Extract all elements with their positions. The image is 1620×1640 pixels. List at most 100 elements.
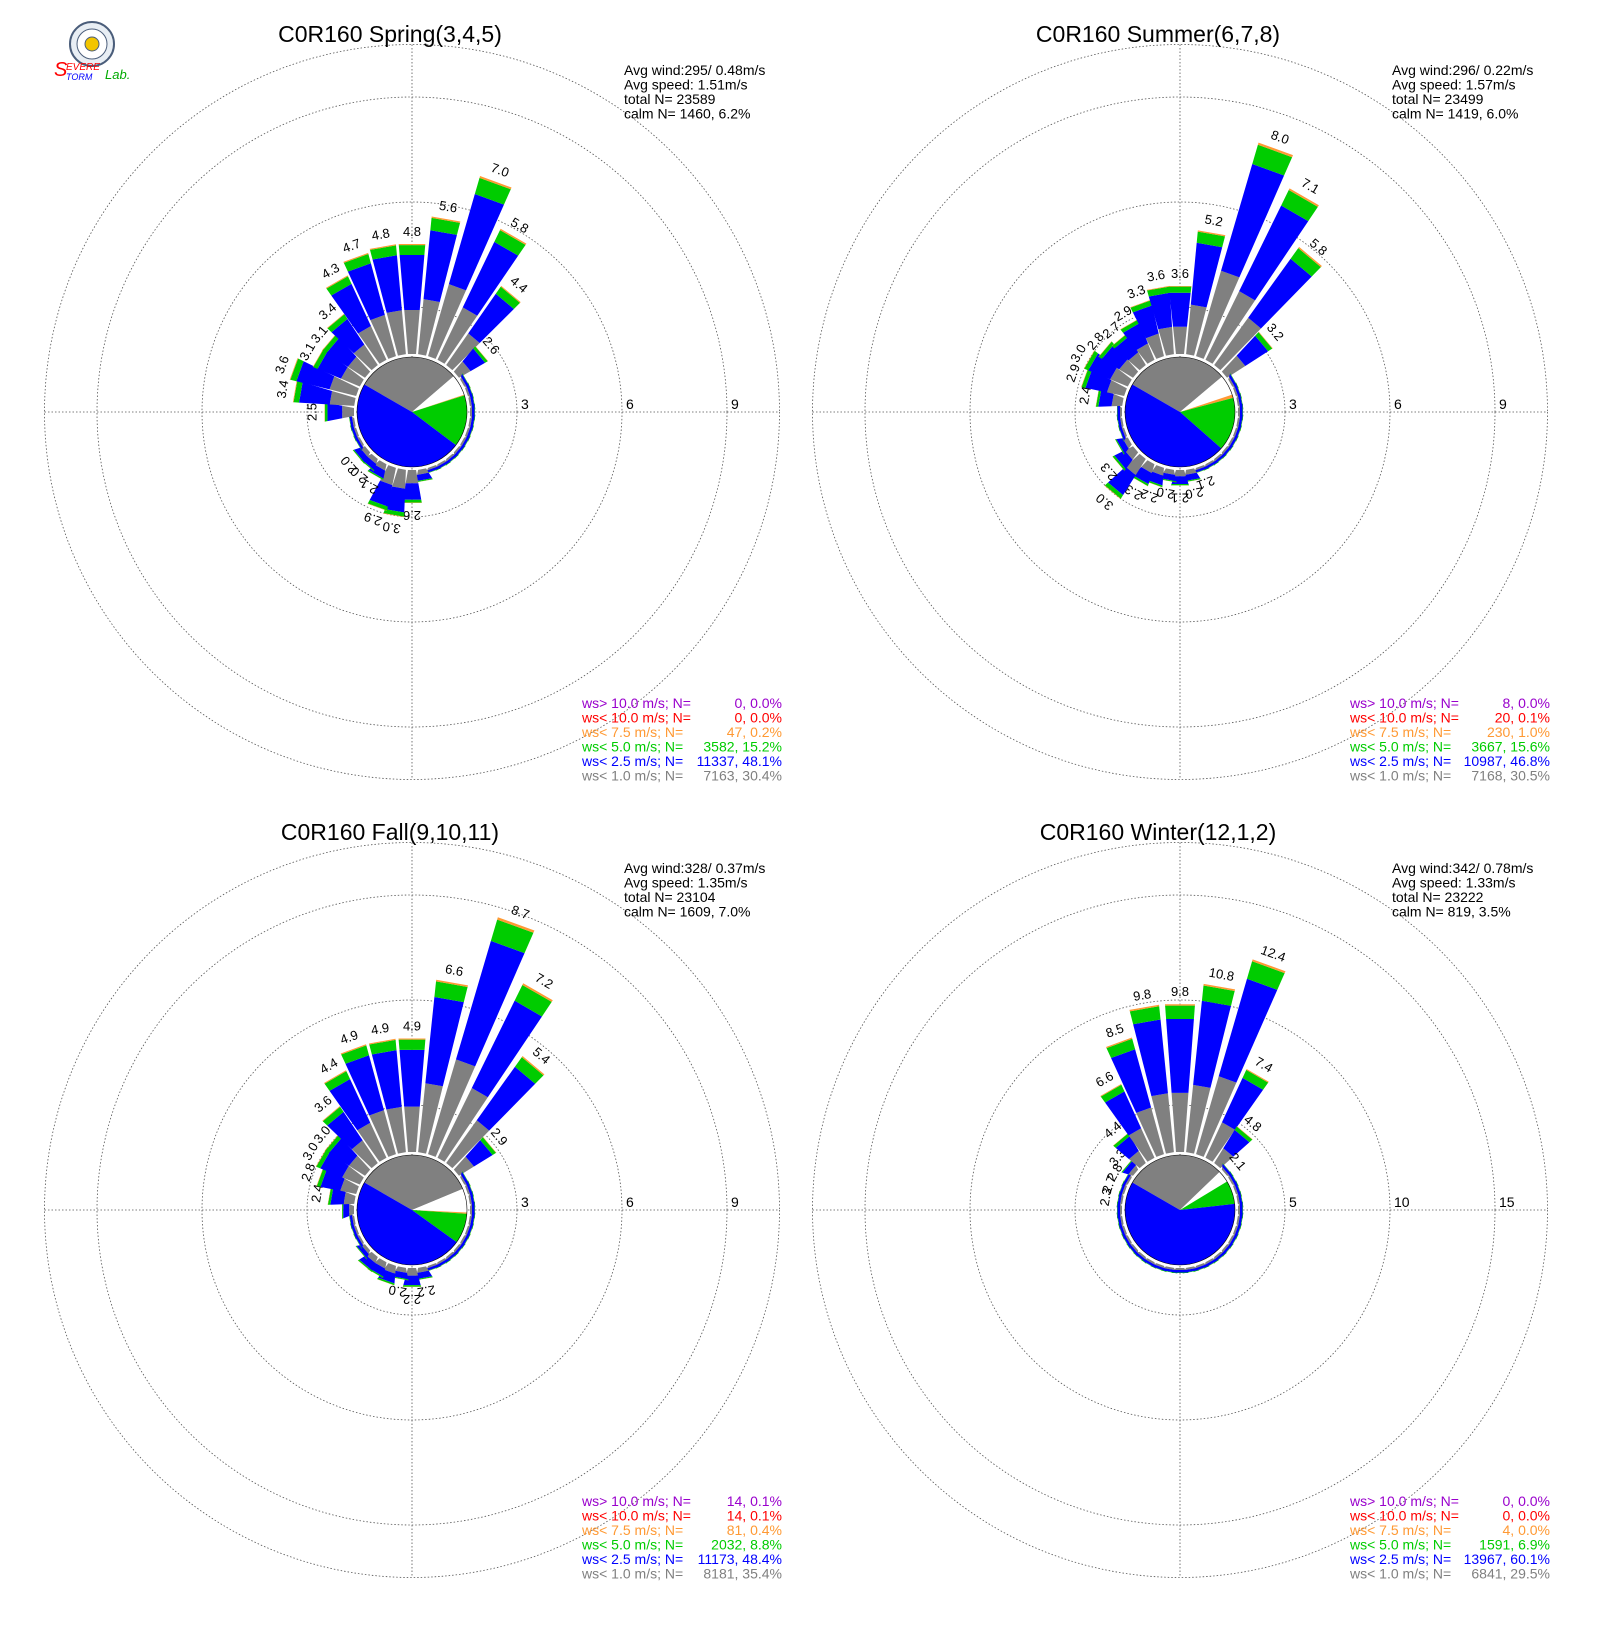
ring-tick-label: 15 xyxy=(1499,1194,1515,1210)
bar-segment xyxy=(415,1277,433,1281)
bar-segment xyxy=(349,1204,354,1216)
bar-segment xyxy=(1218,978,1278,1083)
pie-slice-lt7_5 xyxy=(1180,394,1234,412)
bar-segment xyxy=(331,283,371,334)
stat-line: Avg wind:295/ 0.48m/s xyxy=(624,62,765,78)
bar-segment xyxy=(1119,1214,1124,1227)
bar-segment xyxy=(475,345,489,362)
bar-segment xyxy=(1159,479,1177,483)
bar-segment xyxy=(1166,1018,1194,1093)
legend-value: 8, 0.0% xyxy=(1503,695,1550,711)
bar-segment xyxy=(1238,406,1240,418)
legend-value: 20, 0.1% xyxy=(1495,710,1550,726)
legend-label: ws< 5.0 m/s; N= xyxy=(1349,739,1451,755)
wind-bars: 9.810.812.47.44.82.12.32.72.83.34.46.68.… xyxy=(1093,942,1288,1274)
bar-segment xyxy=(1214,453,1224,462)
bar-segment xyxy=(1129,1006,1161,1025)
bar-segment xyxy=(320,1151,349,1178)
bar-segment xyxy=(1236,335,1269,366)
bar-segment xyxy=(374,1258,387,1269)
bar-segment xyxy=(348,1212,352,1230)
bar-segment xyxy=(377,1277,395,1286)
bar-segment xyxy=(499,228,527,245)
bar-value-label: 4.4 xyxy=(317,1055,340,1077)
bar-segment xyxy=(327,1186,334,1205)
legend-label: ws< 2.5 m/s; N= xyxy=(1349,1551,1451,1567)
legend-value: 14, 0.1% xyxy=(727,1493,782,1509)
legend-value: 230, 1.0% xyxy=(1487,724,1550,740)
bar-segment xyxy=(1146,285,1170,291)
panel-title: C0R160 Winter(12,1,2) xyxy=(1040,819,1277,845)
bar-segment xyxy=(327,1111,363,1150)
bar-segment xyxy=(1119,359,1139,378)
legend-label: ws< 1.0 m/s; N= xyxy=(581,1566,683,1582)
panel-title: C0R160 Fall(9,10,11) xyxy=(281,819,499,845)
legend-value: 0, 0.0% xyxy=(1503,1508,1550,1524)
bar-segment xyxy=(347,263,385,321)
bar-segment xyxy=(468,395,473,408)
bar-segment xyxy=(1258,331,1273,349)
bar-segment xyxy=(425,468,442,475)
bar-segment xyxy=(1111,333,1128,347)
legend-label: ws< 7.5 m/s; N= xyxy=(1349,1522,1451,1538)
bar-segment xyxy=(1136,343,1155,364)
bar-segment xyxy=(1236,1126,1253,1140)
bar-segment xyxy=(473,346,488,363)
bar-value-label: 2.9 xyxy=(362,509,384,529)
wind-bars: 4.96.68.77.25.42.92.22.22.02.42.83.03.03… xyxy=(298,902,556,1307)
bar-segment xyxy=(453,446,462,456)
bar-segment xyxy=(1115,439,1125,455)
bar-segment xyxy=(1290,248,1321,277)
bar-segment xyxy=(1196,270,1240,359)
bar-value-label: 2.0 xyxy=(387,1282,407,1300)
bar-segment xyxy=(377,1279,395,1286)
bar-segment xyxy=(398,244,426,246)
legend-label: ws> 10.0 m/s; N= xyxy=(1349,1493,1459,1509)
bar-segment xyxy=(1111,333,1129,349)
bar-segment xyxy=(313,348,328,369)
bar-segment xyxy=(1193,1000,1231,1088)
bar-segment xyxy=(465,385,471,397)
bar-segment xyxy=(296,361,335,390)
bar-segment xyxy=(476,1066,536,1131)
speed-legend: ws> 10.0 m/s; N= 0, 0.0% ws< 10.0 m/s; N= 0… xyxy=(1349,1493,1550,1582)
bar-segment xyxy=(1147,286,1170,297)
bar-segment xyxy=(1130,299,1151,308)
bar-value-label: 5.4 xyxy=(530,1044,553,1067)
bar-segment xyxy=(347,356,371,378)
bar-value-label: 9.8 xyxy=(1132,986,1152,1004)
bar-segment xyxy=(1221,1077,1264,1130)
bar-segment xyxy=(369,1039,397,1055)
bar-segment xyxy=(383,509,405,517)
bar-segment xyxy=(1223,1129,1250,1157)
bar-segment xyxy=(1128,352,1146,371)
wind-bars: 4.85.67.05.84.42.62.63.02.92.12.02.02.53… xyxy=(272,160,532,537)
bar-segment xyxy=(1205,1122,1235,1162)
bar-segment xyxy=(391,1270,409,1280)
bar-segment xyxy=(324,1071,351,1091)
bar-segment xyxy=(490,919,534,954)
bar-value-label: 2.1 xyxy=(1171,491,1189,506)
legend-value: 3667, 15.6% xyxy=(1471,739,1550,755)
bar-segment xyxy=(1185,468,1197,475)
bar-segment xyxy=(348,414,352,432)
bar-segment xyxy=(1203,983,1236,992)
bar-segment xyxy=(357,1122,387,1162)
bar-segment xyxy=(1151,465,1164,476)
bar-segment xyxy=(1248,258,1312,329)
bar-segment xyxy=(1221,1244,1230,1254)
bar-segment xyxy=(1113,1132,1129,1146)
stat-line: Avg wind:328/ 0.37m/s xyxy=(624,860,765,876)
bar-segment xyxy=(312,348,324,368)
bar-segment xyxy=(342,1201,344,1219)
bar-segment xyxy=(1133,1019,1168,1097)
bar-segment xyxy=(351,416,356,429)
bar-value-label: 4.7 xyxy=(340,236,362,256)
bar-segment xyxy=(348,1155,371,1176)
legend-value: 8181, 35.4% xyxy=(703,1566,782,1582)
bar-segment xyxy=(348,1212,352,1230)
bar-segment xyxy=(1246,1069,1269,1083)
bar-segment xyxy=(1228,376,1235,388)
stat-line: Avg wind:342/ 0.78m/s xyxy=(1392,860,1533,876)
